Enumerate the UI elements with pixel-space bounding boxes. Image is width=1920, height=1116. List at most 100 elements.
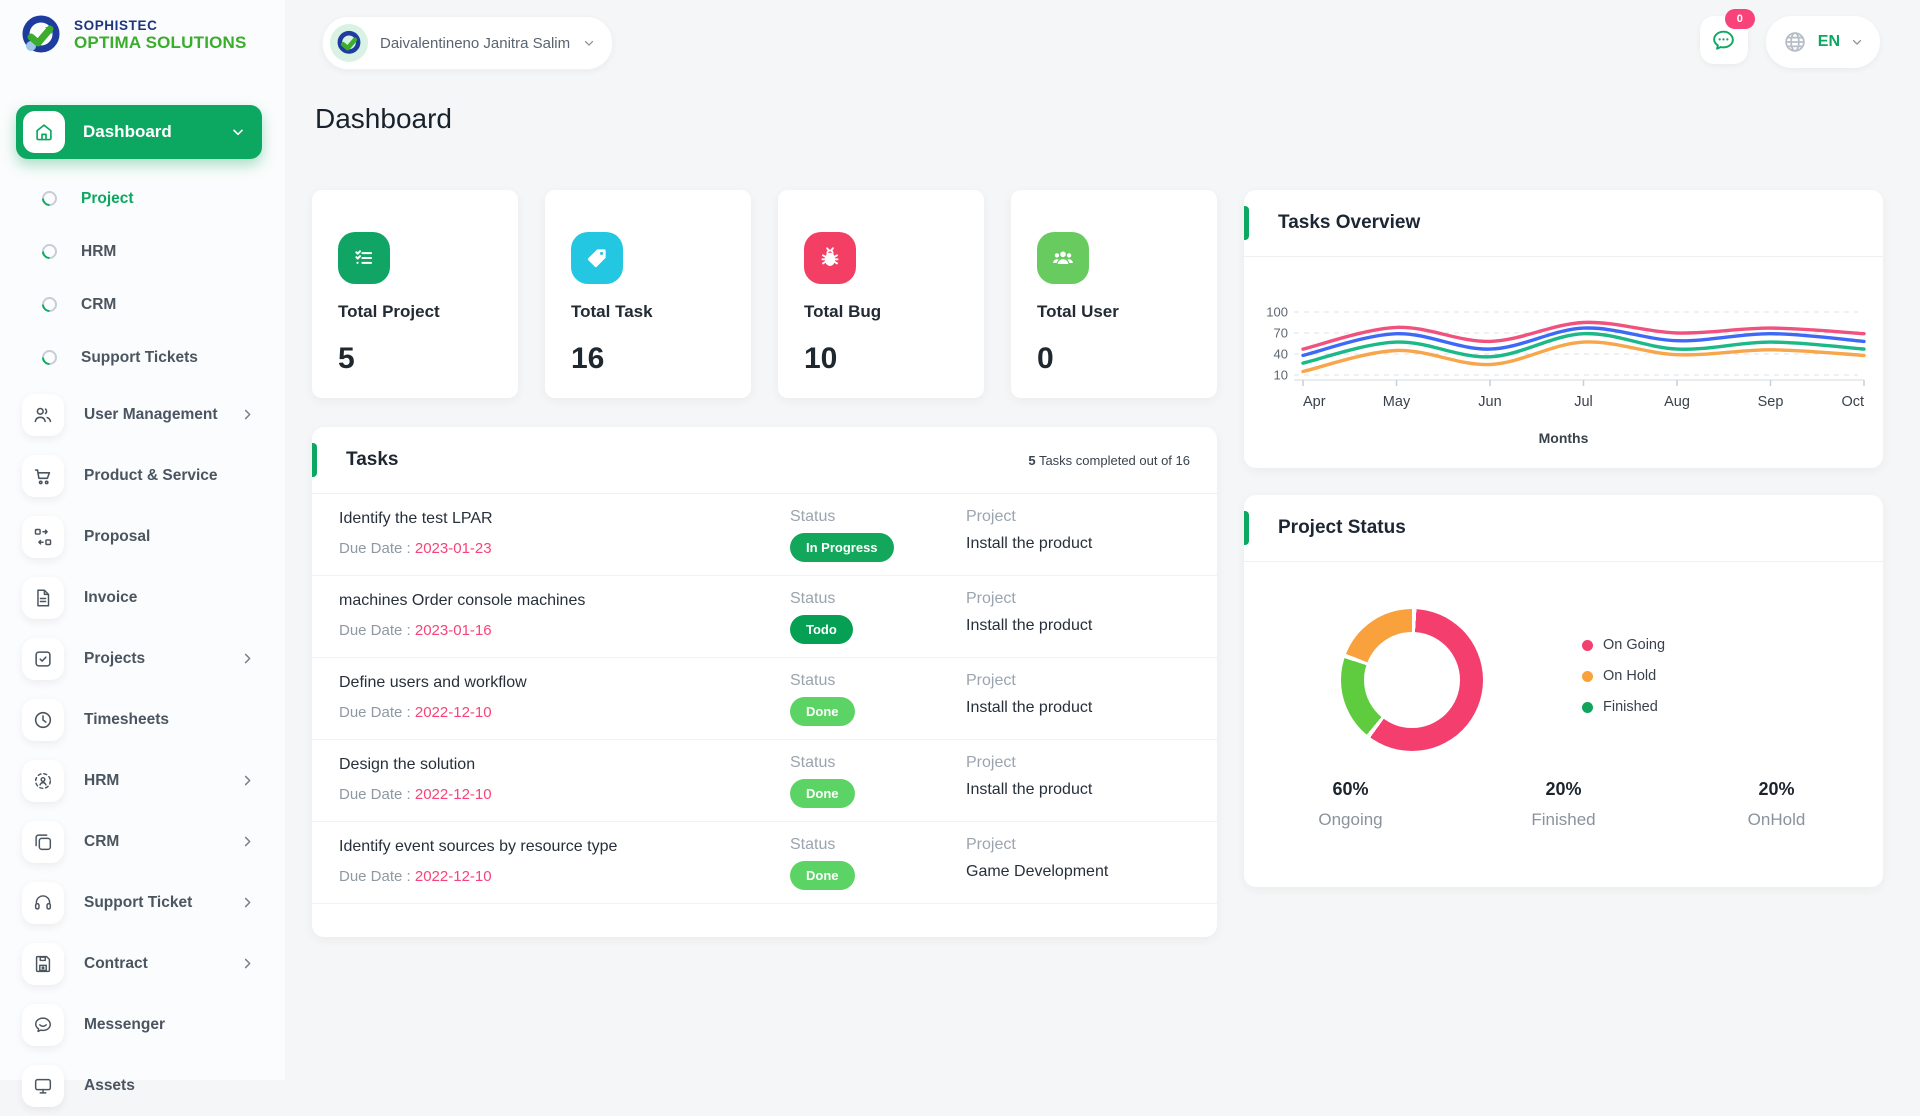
task-rows: Identify the test LPAR Due Date : 2023-0…	[312, 494, 1217, 904]
sidebar-item-project[interactable]: Project	[0, 172, 285, 225]
stat-label: Total Task	[571, 302, 653, 321]
sidebar-item-dashboard[interactable]: Dashboard	[16, 105, 262, 159]
legend-dot-icon	[1582, 639, 1593, 651]
brand-logo-icon	[18, 12, 64, 58]
tasks-overview-line-chart: 100 70 40 10 Apr May Jun Jul Aug Sep Oct	[1266, 305, 1866, 410]
language-selector[interactable]: EN	[1765, 16, 1880, 68]
legend-item-on-hold: On Hold	[1582, 668, 1665, 684]
svg-text:Apr: Apr	[1303, 394, 1326, 410]
sidebar-item-label: Proposal	[84, 527, 151, 545]
sidebar-item-support-tickets[interactable]: Support Tickets	[0, 331, 285, 384]
donut-stat-percent: 60%	[1332, 779, 1369, 799]
headset-icon	[22, 881, 64, 924]
project-status-title: Project Status	[1278, 517, 1406, 538]
svg-text:100: 100	[1266, 305, 1288, 320]
status-badge: Todo	[790, 615, 853, 644]
status-column-label: Status	[790, 508, 836, 525]
sidebar-item-timesheets[interactable]: Timesheets	[0, 689, 285, 750]
assets-icon	[22, 1064, 64, 1107]
task-project: Game Development	[966, 863, 1109, 880]
sidebar-item-user-management[interactable]: User Management	[0, 384, 285, 445]
clock-icon	[22, 698, 64, 741]
donut-stat-label: Finished	[1531, 810, 1596, 829]
legend-dot-icon	[1582, 701, 1593, 713]
project-column-label: Project	[966, 508, 1016, 525]
proposal-icon	[22, 515, 64, 558]
sidebar-item-support-ticket[interactable]: Support Ticket	[0, 872, 285, 933]
task-row[interactable]: Design the solution Due Date : 2022-12-1…	[312, 740, 1217, 822]
task-row[interactable]: Define users and workflow Due Date : 202…	[312, 658, 1217, 740]
sidebar-item-label: Messenger	[84, 1015, 165, 1033]
chat-icon	[1710, 27, 1737, 54]
sidebar-item-hrm[interactable]: HRM	[0, 225, 285, 278]
status-badge: Done	[790, 779, 855, 808]
task-due-date: Due Date : 2023-01-23	[339, 540, 492, 557]
donut-stat-label: Ongoing	[1318, 810, 1383, 829]
sidebar-item-label: User Management	[84, 405, 218, 423]
legend-dot-icon	[1582, 670, 1593, 682]
bullet-icon	[38, 346, 61, 369]
sidebar-item-product-service[interactable]: Product & Service	[0, 445, 285, 506]
sidebar-item-projects[interactable]: Projects	[0, 628, 285, 689]
task-name: Define users and workflow	[339, 674, 527, 691]
chevron-right-icon	[240, 651, 255, 666]
task-name: Identify event sources by resource type	[339, 838, 618, 855]
sidebar-item-contract[interactable]: Contract	[0, 933, 285, 994]
stat-value: 5	[338, 342, 355, 375]
svg-text:Sep: Sep	[1758, 394, 1784, 410]
svg-text:70: 70	[1274, 326, 1288, 341]
messages-button[interactable]: 0	[1699, 9, 1755, 64]
bug-icon	[804, 232, 856, 284]
task-name: Identify the test LPAR	[339, 510, 493, 527]
svg-text:Jul: Jul	[1574, 394, 1593, 410]
project-status-card: Project Status On Going On Hold Finished…	[1244, 495, 1883, 887]
svg-text:May: May	[1383, 394, 1411, 410]
task-project: Install the product	[966, 699, 1093, 716]
task-row[interactable]: Identify the test LPAR Due Date : 2023-0…	[312, 494, 1217, 576]
project-column-label: Project	[966, 672, 1016, 689]
sidebar-item-crm[interactable]: CRM	[0, 811, 285, 872]
task-row[interactable]: Identify event sources by resource type …	[312, 822, 1217, 904]
brand-logo[interactable]: SOPHISTEC OPTIMA SOLUTIONS	[18, 12, 247, 58]
sidebar-item-hrm[interactable]: HRM	[0, 750, 285, 811]
sidebar-item-label: Contract	[84, 954, 148, 972]
sidebar-item-invoice[interactable]: Invoice	[0, 567, 285, 628]
stat-value: 10	[804, 342, 838, 375]
donut-stat-percent: 20%	[1758, 779, 1795, 799]
users-icon	[22, 393, 64, 436]
tasks-panel: Tasks 5 Tasks completed out of 16 Identi…	[312, 427, 1217, 937]
task-project: Install the product	[966, 781, 1093, 798]
sidebar-item-messenger[interactable]: Messenger	[0, 994, 285, 1055]
x-axis-title: Months	[1538, 430, 1589, 446]
sidebar: SOPHISTEC OPTIMA SOLUTIONS Dashboard Pro…	[0, 0, 285, 1107]
svg-text:Jun: Jun	[1478, 394, 1501, 410]
hrm-icon	[22, 759, 64, 802]
project-column-label: Project	[966, 836, 1016, 853]
sidebar-main-items: User Management Product & Service Propos…	[0, 384, 285, 1116]
stat-card-total-project: Total Project 5	[312, 190, 518, 398]
sidebar-item-proposal[interactable]: Proposal	[0, 506, 285, 567]
status-column-label: Status	[790, 754, 836, 771]
sidebar-item-crm[interactable]: CRM	[0, 278, 285, 331]
sidebar-item-label: HRM	[84, 771, 120, 789]
sidebar-item-label: HRM	[81, 242, 117, 260]
stat-value: 16	[571, 342, 605, 375]
task-project: Install the product	[966, 617, 1093, 634]
user-menu[interactable]: Daivalentineno Janitra Salim	[322, 16, 614, 70]
status-column-label: Status	[790, 836, 836, 853]
invoice-icon	[22, 576, 64, 619]
checklist-icon	[338, 232, 390, 284]
task-row[interactable]: machines Order console machines Due Date…	[312, 576, 1217, 658]
projects-icon	[22, 637, 64, 680]
tasks-overview-title: Tasks Overview	[1278, 212, 1421, 233]
chevron-right-icon	[240, 773, 255, 788]
svg-text:40: 40	[1274, 347, 1288, 362]
chevron-right-icon	[240, 956, 255, 971]
sidebar-item-assets[interactable]: Assets	[0, 1055, 285, 1116]
legend-label: On Going	[1603, 637, 1666, 653]
task-name: Design the solution	[339, 756, 476, 773]
messenger-icon	[22, 1003, 64, 1046]
legend-label: On Hold	[1603, 668, 1657, 684]
message-count-badge: 0	[1724, 9, 1755, 29]
tasks-overview-card: Tasks Overview 100 70 40 10 Apr May Jun Jul Aug S…	[1244, 190, 1883, 468]
